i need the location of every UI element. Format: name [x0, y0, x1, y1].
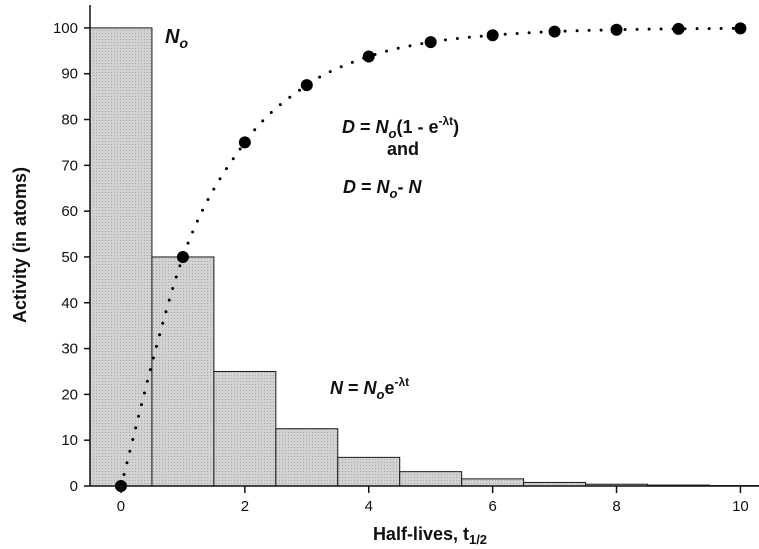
bar: [89, 27, 153, 487]
y-tick-label: 60: [61, 203, 78, 220]
d-eq-n: N: [376, 117, 390, 137]
n-eq-e: e: [384, 378, 394, 398]
y-tick-label: 80: [61, 112, 78, 129]
y-axis-label: Activity (in atoms): [10, 167, 30, 323]
marker: [424, 36, 437, 49]
d-eq-sup: -λt: [438, 114, 453, 128]
x-axis-label-sub: 1/2: [469, 532, 487, 547]
marker: [238, 136, 251, 149]
d-eq2-var: D: [343, 177, 356, 197]
d-eq-var: D: [342, 117, 355, 137]
x-tick-label: 8: [612, 498, 620, 515]
d-eq2-n-sub: o: [390, 186, 398, 201]
marker-series: [114, 22, 747, 492]
d-eq-n-sub: o: [389, 126, 397, 141]
bar: [399, 471, 463, 487]
and-label: and: [387, 139, 419, 159]
x-axis-label: Half-lives, t1/2: [373, 524, 487, 547]
y-tick-label: 30: [61, 341, 78, 358]
y-tick-label: 90: [61, 66, 78, 83]
x-tick-label: 0: [117, 498, 125, 515]
n-equation: N = Noe-λt: [330, 375, 409, 402]
n0-label: No: [165, 26, 188, 51]
marker: [176, 250, 189, 263]
marker: [548, 25, 561, 38]
bar: [275, 428, 339, 487]
marker: [610, 23, 623, 36]
n-eq-n-sub: o: [377, 387, 385, 402]
n-eq-n: N: [364, 378, 378, 398]
y-tick-label: 0: [70, 478, 78, 495]
d-eq-close: ): [453, 117, 459, 137]
x-axis-label-main: Half-lives, t: [373, 524, 469, 544]
y-ticks: 0 10 20 30 40 50 60 70 80 90 100: [53, 20, 90, 495]
marker: [300, 79, 313, 92]
n-eq-equals: =: [343, 378, 364, 398]
marker: [734, 22, 747, 35]
marker: [362, 50, 375, 63]
d-eq2-n2: N: [408, 177, 422, 197]
d-eq2-n: N: [377, 177, 391, 197]
n0-label-sub: o: [179, 35, 188, 51]
d-eq2-minus: -: [397, 177, 408, 197]
marker: [672, 22, 685, 35]
bar: [461, 478, 525, 487]
x-tick-label: 2: [241, 498, 249, 515]
x-tick-label: 4: [365, 498, 373, 515]
y-tick-label: 10: [61, 432, 78, 449]
bar: [337, 456, 401, 487]
marker: [486, 29, 499, 42]
y-tick-label: 100: [53, 20, 78, 37]
bar: [151, 256, 215, 487]
y-tick-label: 50: [61, 249, 78, 266]
d-equation: D = No(1 - e-λt): [342, 114, 459, 141]
x-tick-label: 6: [488, 498, 496, 515]
n0-label-main: N: [165, 26, 180, 48]
d-equation-2: D = No- N: [343, 177, 422, 201]
bar-series: [89, 27, 759, 487]
n-eq-sup: -λt: [394, 375, 409, 389]
y-tick-label: 40: [61, 295, 78, 312]
y-tick-label: 70: [61, 157, 78, 174]
x-ticks: 0 2 4 6 8 10: [117, 486, 749, 515]
d-eq-mid: (1 - e: [396, 117, 438, 137]
y-tick-label: 20: [61, 386, 78, 403]
axes: [89, 5, 759, 487]
n-eq-var: N: [330, 378, 344, 398]
x-tick-label: 10: [732, 498, 749, 515]
d-eq2-equals: =: [356, 177, 377, 197]
bar: [213, 370, 277, 487]
d-eq-equals: =: [355, 117, 376, 137]
